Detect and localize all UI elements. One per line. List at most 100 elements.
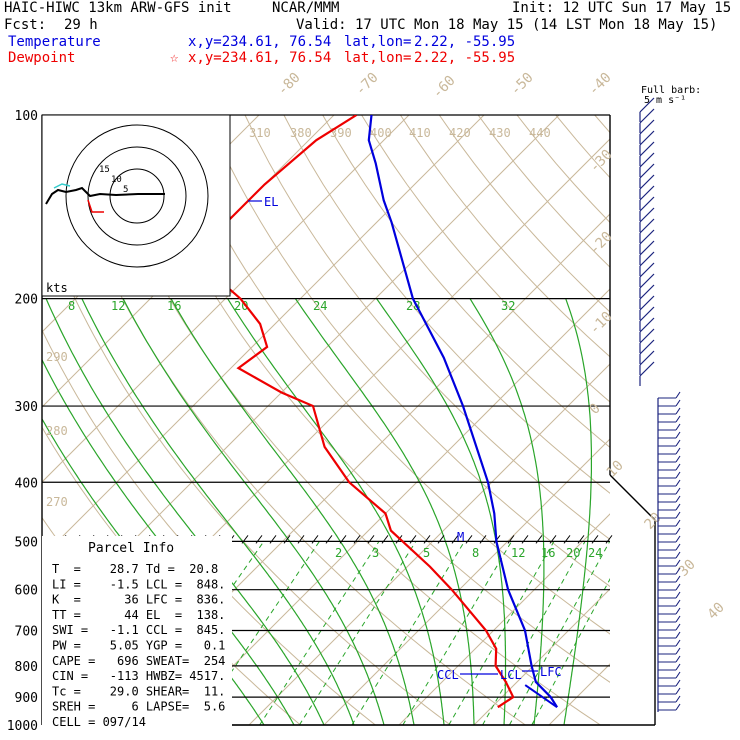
wind-barb: [639, 108, 655, 124]
dry-adiabat-line: [555, 115, 610, 179]
wind-barb-flag: [675, 687, 681, 695]
wind-barb: [639, 284, 655, 300]
wind-barb: [639, 163, 655, 179]
mixing-ratio-line: [298, 541, 417, 725]
hatch-tick: [535, 535, 543, 544]
wind-barb: [639, 207, 655, 223]
wind-barb-flag: [675, 695, 681, 703]
mixing-ratio-label: 3: [372, 546, 379, 560]
isotherm-line: [624, 115, 740, 725]
wind-barb-flag: [675, 631, 681, 639]
isotherm-label: -60: [430, 73, 459, 102]
dry-adiabat-line: [166, 115, 610, 635]
wind-barb-flag: [675, 703, 681, 711]
wind-barb-flag: [675, 479, 681, 487]
mixing-ratio-line: [508, 541, 610, 725]
mixing-ratio-label: 24: [588, 546, 602, 560]
temperature-latlon-label: lat,lon=: [344, 34, 412, 50]
hatch-tick: [325, 535, 333, 544]
wind-barb-flag: [675, 431, 681, 439]
isotherm-label: -70: [353, 70, 382, 99]
parcel-path: [524, 684, 558, 709]
wind-barb-flag: [675, 671, 681, 679]
temperature-coords: x,y=234.61, 76.54: [188, 34, 332, 50]
dry-adiabat-line: [594, 115, 610, 134]
hatch-tick: [423, 535, 431, 544]
hatch-tick: [507, 535, 515, 544]
wind-barb-flag: [675, 463, 681, 471]
pressure-tick-label: 1000: [7, 719, 38, 734]
level-marker-label: LFC: [540, 665, 562, 679]
wind-barb-flag: [675, 439, 681, 447]
dry-adiabat-line: [711, 115, 740, 738]
wind-barb: [639, 185, 655, 201]
temperature-latlon-value: 2.22, -55.95: [414, 34, 516, 50]
isotherm-label: -50: [508, 70, 537, 99]
fcst-label: Fcst:: [4, 17, 47, 33]
hodograph-ring-label: 10: [111, 175, 122, 185]
dry-adiabat-line: [399, 115, 610, 358]
wind-barb-flag: [675, 519, 681, 527]
isotherm-line: [42, 115, 410, 483]
moist-adiabat-label: 16: [167, 299, 181, 313]
wind-barb-flag: [675, 487, 681, 495]
hatch-tick: [549, 535, 557, 544]
isotherm-line: [248, 363, 610, 725]
isotherm-label: 30: [676, 557, 699, 580]
hatch-tick: [241, 535, 249, 544]
hatch-tick: [563, 535, 571, 544]
moist-adiabat-label: 32: [501, 299, 515, 313]
hodograph-trace-low: [87, 199, 104, 213]
dewpoint-label: Dewpoint: [8, 50, 76, 66]
pressure-tick-label: 400: [15, 476, 38, 491]
parcel-info-title: Parcel Info: [88, 541, 174, 556]
pressure-tick-label: 500: [15, 535, 38, 550]
parcel-info-row: CIN = -113 HWBZ= 4517.: [52, 669, 225, 683]
pressure-tick-label: 300: [15, 400, 38, 415]
wind-barb-flag: [675, 423, 681, 431]
hodograph-units-label: kts: [46, 281, 68, 295]
wind-barb: [639, 218, 655, 234]
parcel-info-row: T = 28.7 Td = 20.8: [52, 562, 218, 576]
wind-barb-flag: [675, 527, 681, 535]
isotherm-label: 40: [705, 600, 728, 623]
wind-barb-flag: [675, 391, 681, 399]
dry-adiabat-line: [205, 115, 610, 588]
level-marker-label: CCL: [437, 668, 459, 682]
wind-barb-flag: [675, 543, 681, 551]
moist-adiabat-label: 20: [234, 299, 248, 313]
wind-barb: [639, 339, 655, 355]
parcel-info-row: SWI = -1.1 CCL = 845.: [52, 623, 225, 637]
dry-adiabat-line: [477, 115, 610, 268]
level-marker-label: M: [457, 530, 464, 544]
mixing-ratio-label: 8: [472, 546, 479, 560]
hatch-tick: [521, 535, 529, 544]
pressure-tick-label: 600: [15, 584, 38, 599]
hatch-tick: [409, 535, 417, 544]
hatch-tick: [577, 535, 585, 544]
hodograph-trace-upper: [53, 183, 71, 189]
hatch-tick: [479, 535, 487, 544]
hatch-tick: [465, 535, 473, 544]
mixing-ratio-label: 5: [423, 546, 430, 560]
hodograph-trace: [45, 186, 165, 205]
wind-barb-flag: [675, 647, 681, 655]
mixing-ratio-label: 20: [566, 546, 580, 560]
dry-adiabat-line: [361, 115, 610, 403]
temperature-trace: [367, 115, 559, 708]
theta-label: 420: [449, 126, 471, 140]
wind-barb-flag: [675, 591, 681, 599]
isotherm-label: 10: [604, 458, 627, 481]
isotherm-line: [398, 513, 610, 725]
wind-barb-flag: [675, 415, 681, 423]
hodograph-ring-label: 15: [99, 165, 110, 175]
parcel-info-row: Tc = 29.0 SHEAR= 11.: [52, 684, 225, 698]
isotherm-line: [173, 288, 610, 725]
hatch-tick: [381, 535, 389, 544]
isotherm-label: -80: [275, 70, 304, 99]
hatch-tick: [311, 535, 319, 544]
hodograph-ring: [65, 124, 209, 268]
wind-barb-flag: [675, 623, 681, 631]
theta-label: 310: [249, 126, 271, 140]
